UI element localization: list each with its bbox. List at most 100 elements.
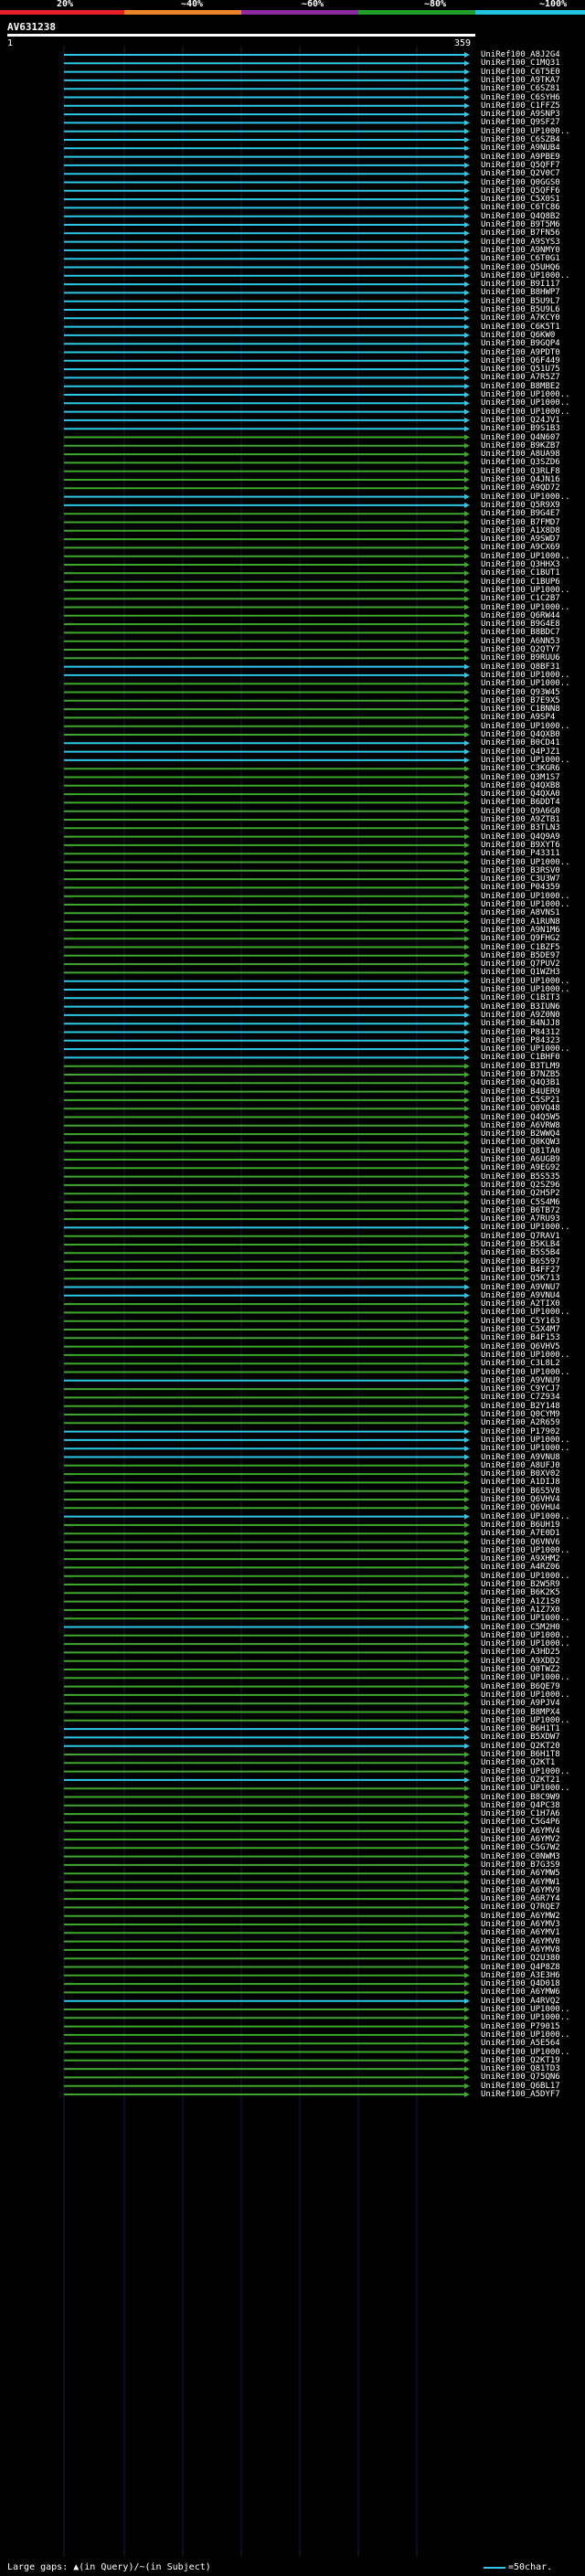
hit-label[interactable]: UniRef100_A1X8D8 <box>481 525 560 535</box>
hit-label[interactable]: UniRef100_Q1WZH3 <box>481 968 560 978</box>
hit-label[interactable]: UniRef100_UP1000.. <box>481 976 570 986</box>
hit-label[interactable]: UniRef100_Q0TWZ2 <box>481 1665 560 1674</box>
hit-label[interactable]: UniRef100_A9VNU7 <box>481 1282 560 1292</box>
hit-label[interactable]: UniRef100_C1BUT1 <box>481 568 560 578</box>
hit-label[interactable]: UniRef100_C1BIT3 <box>481 993 560 1003</box>
hit-label[interactable]: UniRef100_Q2SZ96 <box>481 1180 560 1190</box>
hit-label[interactable]: UniRef100_B8C9W9 <box>481 1792 560 1802</box>
hit-label[interactable]: UniRef100_A2R659 <box>481 1418 560 1428</box>
hit-label[interactable]: UniRef100_C6SZ81 <box>481 84 560 94</box>
hit-label[interactable]: UniRef100_UP1000.. <box>481 1784 570 1794</box>
hit-label[interactable]: UniRef100_A9EG92 <box>481 1163 560 1173</box>
hit-label[interactable]: UniRef100_Q7RQE7 <box>481 1903 560 1913</box>
hit-label[interactable]: UniRef100_Q0CYM9 <box>481 1410 560 1419</box>
hit-label[interactable]: UniRef100_A1DIJ8 <box>481 1478 560 1488</box>
hit-label[interactable]: UniRef100_B9T5M6 <box>481 220 560 229</box>
hit-label[interactable]: UniRef100_Q3M1S7 <box>481 772 560 782</box>
hit-label[interactable]: UniRef100_A4RVQ2 <box>481 1996 560 2006</box>
hit-label[interactable]: UniRef100_UP1000.. <box>481 1350 570 1360</box>
hit-label[interactable]: UniRef100_UP1000.. <box>481 2030 570 2040</box>
hit-label[interactable]: UniRef100_A7KCY0 <box>481 313 560 323</box>
hit-label[interactable]: UniRef100_UP1000.. <box>481 670 570 680</box>
hit-label[interactable]: UniRef100_A9QD72 <box>481 483 560 493</box>
hit-label[interactable]: UniRef100_A8UA98 <box>481 450 560 460</box>
hit-label[interactable]: UniRef100_C5G4P6 <box>481 1818 560 1828</box>
hit-label[interactable]: UniRef100_Q4JN16 <box>481 475 560 484</box>
hit-label[interactable]: UniRef100_Q4Q8B2 <box>481 211 560 221</box>
hit-label[interactable]: UniRef100_P04359 <box>481 883 560 893</box>
hit-label[interactable]: UniRef100_C1C2B7 <box>481 594 560 604</box>
hit-label[interactable]: UniRef100_Q2H5P2 <box>481 1189 560 1199</box>
hit-label[interactable]: UniRef100_B4F153 <box>481 1333 560 1343</box>
hit-label[interactable]: UniRef100_B6TB72 <box>481 1205 560 1215</box>
hit-label[interactable]: UniRef100_A9CX69 <box>481 543 560 553</box>
hit-label[interactable]: UniRef100_C9YCJ7 <box>481 1384 560 1394</box>
hit-label[interactable]: UniRef100_C1H7A6 <box>481 1809 560 1819</box>
hit-label[interactable]: UniRef100_A7E0D1 <box>481 1529 560 1539</box>
hit-label[interactable]: UniRef100_B9GQP4 <box>481 339 560 349</box>
hit-label[interactable]: UniRef100_B9I117 <box>481 280 560 290</box>
hit-label[interactable]: UniRef100_Q2V0C7 <box>481 169 560 179</box>
hit-label[interactable]: UniRef100_Q6F449 <box>481 355 560 366</box>
hit-label[interactable]: UniRef100_A9SNP3 <box>481 110 560 120</box>
hit-label[interactable]: UniRef100_A6YMW5 <box>481 1869 560 1879</box>
hit-label[interactable]: UniRef100_Q6RW44 <box>481 610 560 620</box>
hit-label[interactable]: UniRef100_UP1000.. <box>481 857 570 867</box>
hit-label[interactable]: UniRef100_Q4D018 <box>481 1979 560 1989</box>
hit-label[interactable]: UniRef100_A9NMY0 <box>481 245 560 255</box>
hit-label[interactable]: UniRef100_Q4Q3B1 <box>481 1078 560 1088</box>
hit-label[interactable]: UniRef100_Q75QN6 <box>481 2072 560 2083</box>
hit-label[interactable]: UniRef100_Q5UHQ6 <box>481 262 560 272</box>
hit-label[interactable]: UniRef100_B9S1B3 <box>481 424 560 434</box>
hit-label[interactable]: UniRef100_UP1000.. <box>481 126 570 136</box>
hit-label[interactable]: UniRef100_B6K2K5 <box>481 1588 560 1598</box>
hit-label[interactable]: UniRef100_UP1000.. <box>481 407 570 417</box>
hit-label[interactable]: UniRef100_A8J2G4 <box>481 50 560 59</box>
hit-label[interactable]: UniRef100_B7NZB5 <box>481 1070 560 1079</box>
hit-label[interactable]: UniRef100_A9PJV4 <box>481 1699 560 1709</box>
hit-label[interactable]: UniRef100_C1MQ31 <box>481 58 560 69</box>
hit-label[interactable]: UniRef100_UP1000.. <box>481 1444 570 1454</box>
hit-label[interactable]: UniRef100_Q2KT1 <box>481 1758 556 1768</box>
hit-label[interactable]: UniRef100_Q7RAV1 <box>481 1231 560 1241</box>
hit-label[interactable]: UniRef100_B3TLN3 <box>481 823 560 833</box>
hit-label[interactable]: UniRef100_Q4Q9A9 <box>481 832 560 842</box>
hit-label[interactable]: UniRef100_A2TIX0 <box>481 1299 560 1309</box>
hit-label[interactable]: UniRef100_A1Z1S0 <box>481 1596 560 1606</box>
hit-label[interactable]: UniRef100_UP1000.. <box>481 900 570 909</box>
hit-label[interactable]: UniRef100_B8MPX4 <box>481 1707 560 1717</box>
hit-label[interactable]: UniRef100_C6T0G1 <box>481 254 560 264</box>
hit-label[interactable]: UniRef100_B5KLB4 <box>481 1240 560 1249</box>
hit-label[interactable]: UniRef100_Q6VHU4 <box>481 1503 560 1513</box>
hit-label[interactable]: UniRef100_C1BUP6 <box>481 577 560 587</box>
hit-label[interactable]: UniRef100_B9G4E8 <box>481 620 560 630</box>
hit-label[interactable]: UniRef100_B9XYT6 <box>481 840 560 850</box>
hit-label[interactable]: UniRef100_Q6VHV5 <box>481 1341 560 1352</box>
hit-label[interactable]: UniRef100_Q2KT21 <box>481 1775 560 1785</box>
hit-label[interactable]: UniRef100_P43311 <box>481 849 560 859</box>
hit-label[interactable]: UniRef100_B4UER9 <box>481 1087 560 1097</box>
hit-label[interactable]: UniRef100_UP1000.. <box>481 1673 570 1683</box>
hit-label[interactable]: UniRef100_Q8BF31 <box>481 662 560 672</box>
hit-label[interactable]: UniRef100_A9VNU9 <box>481 1375 560 1385</box>
hit-label[interactable]: UniRef100_B6DDT4 <box>481 798 560 808</box>
hit-label[interactable]: UniRef100_UP1000.. <box>481 1435 570 1445</box>
hit-label[interactable]: UniRef100_Q4QXA0 <box>481 790 560 800</box>
hit-label[interactable]: UniRef100_A9SYS3 <box>481 237 560 247</box>
hit-label[interactable]: UniRef100_A3HD25 <box>481 1648 560 1658</box>
hit-label[interactable]: UniRef100_Q5QFF7 <box>481 160 560 170</box>
hit-label[interactable]: UniRef100_Q6BL17 <box>481 2081 560 2091</box>
hit-label[interactable]: UniRef100_B5U9L7 <box>481 296 560 306</box>
hit-label[interactable]: UniRef100_UP1000.. <box>481 891 570 901</box>
hit-label[interactable]: UniRef100_Q9A6G0 <box>481 806 560 816</box>
hit-label[interactable]: UniRef100_Q5K713 <box>481 1274 560 1284</box>
hit-label[interactable]: UniRef100_UP1000.. <box>481 1571 570 1581</box>
hit-label[interactable]: UniRef100_B6H1T8 <box>481 1750 560 1759</box>
hit-label[interactable]: UniRef100_B2W5R9 <box>481 1580 560 1589</box>
hit-label[interactable]: UniRef100_A6YMV0 <box>481 1936 560 1946</box>
hit-label[interactable]: UniRef100_Q6VNV6 <box>481 1537 560 1547</box>
hit-label[interactable]: UniRef100_C1BNN8 <box>481 705 560 715</box>
hit-label[interactable]: UniRef100_Q6KW0 <box>481 330 556 340</box>
hit-label[interactable]: UniRef100_A3E3H6 <box>481 1970 560 1980</box>
hit-label[interactable]: UniRef100_UP1000.. <box>481 721 570 731</box>
